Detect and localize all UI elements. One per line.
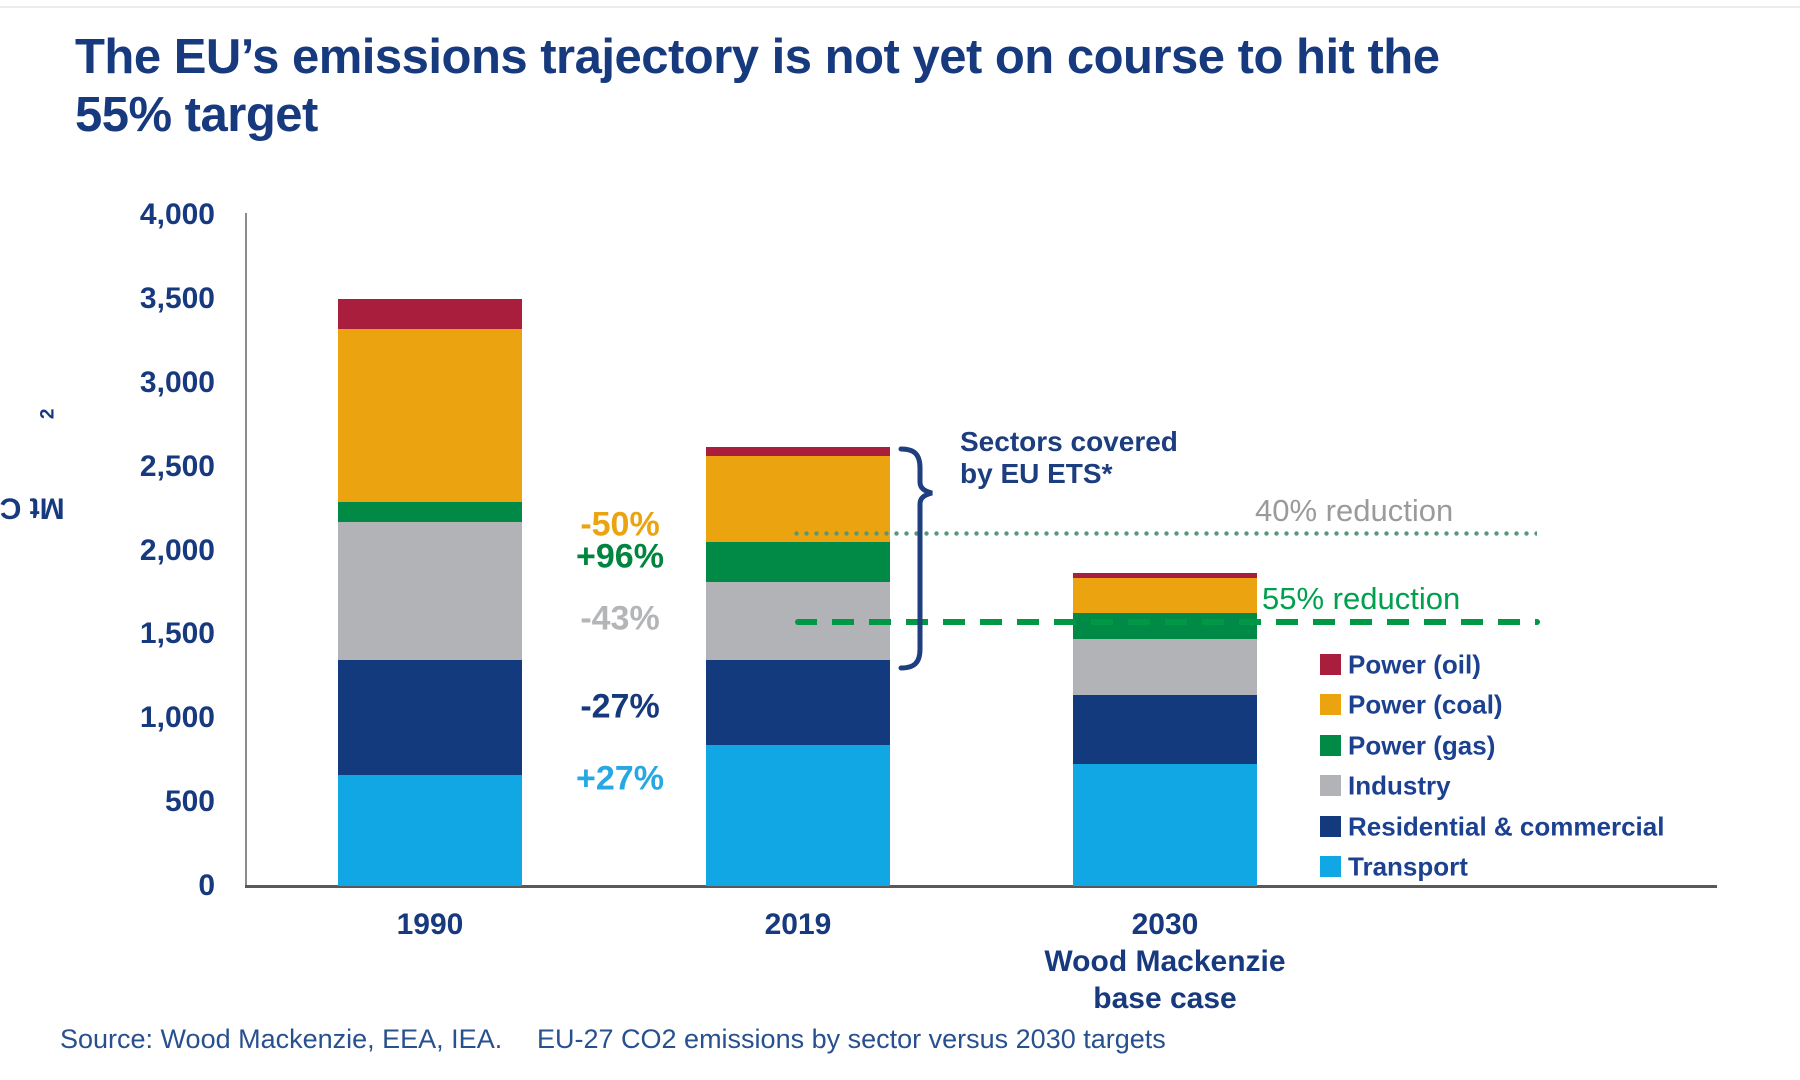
ets-annotation: Sectors covered by EU ETS*: [960, 426, 1178, 490]
percent-change-label: +27%: [576, 759, 664, 798]
legend-label: Power (coal): [1348, 689, 1503, 720]
bar-segment: [338, 501, 522, 522]
x-category-year: 1990: [396, 908, 464, 941]
percent-change-label: -50%: [580, 505, 660, 544]
y-axis-title-subscript: 2: [37, 408, 59, 420]
bar-segment: [338, 329, 522, 502]
x-axis-category-label: 1990: [280, 906, 580, 943]
stacked-bar: [1073, 573, 1257, 886]
legend-swatch: [1320, 694, 1341, 716]
legend-label: Power (gas): [1348, 730, 1496, 761]
bar-segment: [1073, 573, 1257, 579]
legend-swatch: [1320, 856, 1341, 877]
y-tick-label: 2,000: [139, 533, 215, 567]
stacked-bar: [706, 446, 890, 886]
dashed-target-line: [795, 618, 1540, 625]
bar-segment: [338, 775, 522, 886]
ets-annotation-line1: Sectors covered: [960, 426, 1178, 457]
bar-segment: [1073, 694, 1257, 764]
chart-subtitle: EU-27 CO2 emissions by sector versus 203…: [537, 1024, 1166, 1054]
bar-segment: [706, 745, 890, 886]
stacked-bar: [338, 298, 522, 886]
legend-label: Industry: [1348, 770, 1451, 801]
ets-annotation-line2: by EU ETS*: [960, 458, 1113, 489]
bar-segment: [338, 659, 522, 776]
bar-segment: [1073, 763, 1257, 886]
percent-change-label: -27%: [580, 687, 660, 725]
y-tick-label: 500: [164, 785, 215, 819]
chart-title-line2: 55% target: [75, 88, 318, 142]
percent-change-label: +96%: [576, 537, 664, 576]
y-tick-label: 0: [198, 869, 215, 902]
y-tick-label: 2,500: [139, 449, 215, 483]
bar-segment: [1073, 613, 1257, 639]
x-axis-line: [245, 885, 1717, 888]
x-category-sublabel: Wood Mackenzie: [1044, 945, 1286, 978]
y-tick-label: 4,000: [139, 198, 215, 231]
y-tick-label: 3,000: [139, 365, 215, 399]
bar-segment: [706, 660, 890, 746]
y-axis-line: [245, 213, 247, 888]
legend-swatch: [1320, 734, 1341, 756]
percent-change-label: -43%: [580, 599, 660, 638]
x-axis-category-label: 2019: [648, 906, 948, 943]
x-axis-category-label: 2030 Wood Mackenzie base case: [1015, 906, 1315, 1017]
target-line-label: 40% reduction: [1255, 492, 1454, 528]
bar-segment: [338, 298, 522, 330]
chart-title-line1: The EU’s emissions trajectory is not yet…: [75, 30, 1440, 84]
bar-segment: [706, 446, 890, 456]
y-tick-label: 3,500: [139, 281, 215, 315]
bar-segment: [338, 522, 522, 660]
x-category-year: 2019: [764, 908, 832, 941]
legend-label: Power (oil): [1348, 649, 1481, 680]
bar-segment: [1073, 578, 1257, 614]
legend-label: Residential & commercial: [1348, 811, 1665, 842]
bar-segment: [1073, 638, 1257, 695]
source-note: Source: Wood Mackenzie, EEA, IEA.: [60, 1024, 503, 1054]
bar-segment: [706, 455, 890, 543]
target-line-label: 55% reduction: [1262, 580, 1461, 616]
x-category-year: 2030: [1131, 908, 1199, 941]
legend-label: Transport: [1348, 851, 1468, 882]
dotted-target-line: [794, 530, 1537, 536]
y-tick-label: 1,000: [139, 701, 215, 735]
y-tick-label: 1,500: [139, 617, 215, 651]
ets-brace: [898, 446, 933, 671]
bar-segment: [706, 542, 890, 582]
top-border-line: [0, 6, 1800, 8]
legend-swatch: [1320, 654, 1341, 675]
x-category-sublabel: base case: [1093, 982, 1237, 1015]
legend-swatch: [1320, 775, 1341, 797]
legend-swatch: [1320, 815, 1341, 837]
chart-title: The EU’s emissions trajectory is not yet…: [75, 28, 1475, 144]
